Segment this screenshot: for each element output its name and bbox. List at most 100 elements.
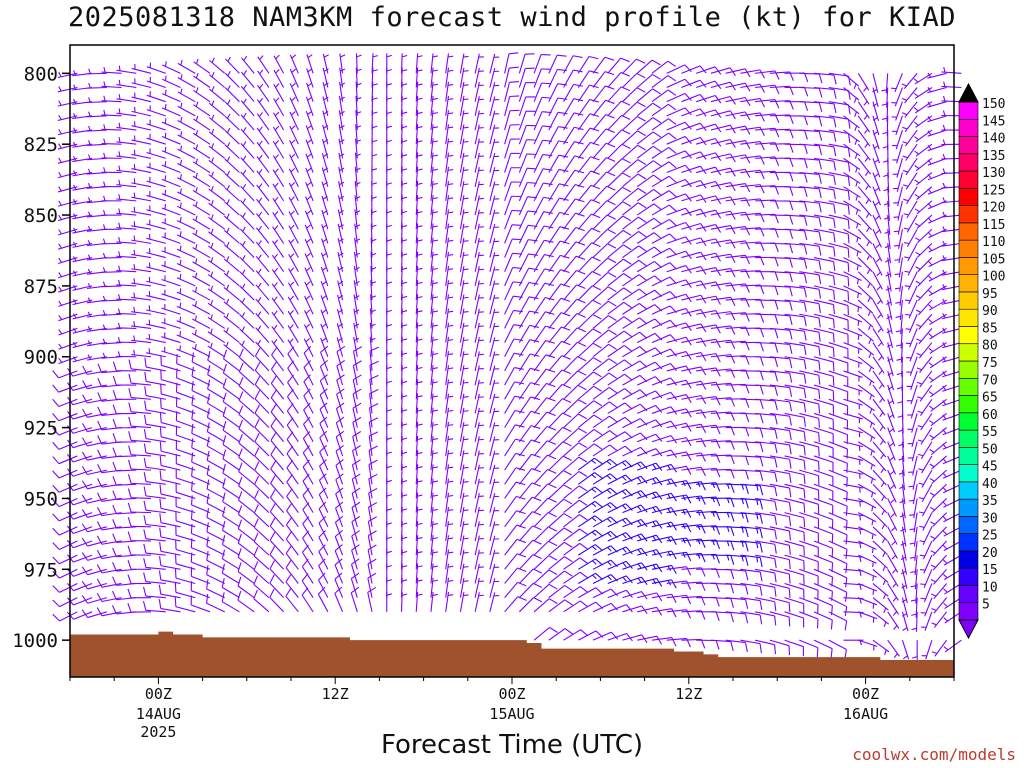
barb-half-flag	[401, 310, 408, 313]
barb-half-flag	[274, 111, 280, 117]
barb-half-flag	[386, 423, 392, 426]
wind-barb	[504, 538, 527, 556]
wind-barb	[72, 213, 93, 220]
barb-staff	[145, 566, 166, 570]
barb-half-flag	[226, 298, 230, 305]
barb-staff	[301, 552, 314, 570]
wind-barb	[337, 266, 344, 287]
barb-flag	[607, 228, 616, 235]
barb-staff	[87, 582, 107, 590]
barb-flag	[237, 548, 242, 558]
wind-barb	[474, 407, 484, 428]
wind-barb	[622, 130, 646, 145]
barb-staff	[176, 405, 196, 414]
wind-barb	[445, 209, 454, 230]
barb-flag	[580, 629, 589, 637]
barb-staff	[651, 103, 669, 117]
barb-half-flag	[591, 474, 597, 479]
wind-barb	[192, 215, 211, 230]
wind-barb	[415, 124, 423, 145]
wind-barb	[636, 59, 661, 74]
barb-half-flag	[133, 178, 136, 184]
wind-barb	[637, 433, 663, 443]
wind-barb	[161, 232, 181, 244]
barb-staff	[286, 496, 299, 513]
barb-staff	[319, 451, 329, 471]
barb-flag	[352, 431, 362, 437]
barb-half-flag	[463, 353, 469, 356]
barb-half-flag	[463, 268, 469, 271]
barb-staff	[207, 388, 225, 400]
barb-flag	[609, 487, 618, 495]
barb-half-flag	[274, 168, 279, 174]
wind-barb	[489, 464, 500, 485]
wind-barb	[592, 358, 618, 372]
wind-barb	[518, 511, 542, 528]
chart-title: 2025081318 NAM3KM forecast wind profile …	[67, 2, 957, 33]
wind-barb	[367, 572, 377, 598]
barb-staff	[302, 438, 314, 457]
barb-staff	[270, 468, 285, 485]
wind-barb	[239, 297, 255, 315]
barb-half-flag	[447, 183, 454, 186]
wind-barb	[607, 115, 631, 131]
barb-staff	[116, 483, 137, 486]
barb-half-flag	[637, 549, 642, 555]
wind-barb	[127, 502, 152, 514]
wind-barb	[504, 510, 526, 528]
barb-staff	[72, 384, 93, 391]
wind-barb	[622, 302, 648, 315]
barb-flag	[112, 433, 117, 443]
barb-flag	[667, 89, 677, 96]
barb-staff	[636, 203, 655, 216]
barb-flag	[238, 476, 243, 487]
barb-flag	[317, 586, 326, 595]
wind-barb	[518, 496, 542, 513]
barb-flag	[573, 98, 584, 102]
barb-staff	[548, 527, 565, 542]
wind-barb	[666, 551, 692, 562]
barb-half-flag	[463, 495, 469, 497]
wind-barb	[305, 181, 314, 202]
barb-half-flag	[118, 136, 121, 143]
wind-barb	[57, 129, 78, 136]
barb-half-flag	[652, 492, 657, 498]
barb-half-flag	[417, 395, 423, 398]
barb-flag	[577, 356, 587, 362]
wind-barb	[430, 435, 438, 456]
barb-flag	[112, 504, 117, 515]
barb-staff	[191, 390, 211, 400]
barb-half-flag	[73, 127, 77, 133]
wind-barb	[386, 591, 392, 612]
wind-barb	[533, 96, 552, 117]
barb-staff	[302, 509, 314, 528]
wind-barb	[86, 154, 107, 161]
barb-flag	[303, 431, 311, 439]
wind-barb	[430, 209, 438, 230]
barb-half-flag	[417, 97, 423, 100]
barb-half-flag	[179, 288, 182, 294]
barb-staff	[58, 526, 78, 536]
barb-staff	[191, 361, 211, 372]
barb-flag	[334, 586, 343, 594]
barb-staff	[533, 540, 549, 556]
barb-staff	[116, 469, 137, 472]
barb-half-flag	[463, 509, 469, 512]
barb-flag	[368, 487, 378, 494]
wind-barb	[459, 351, 469, 372]
wind-barb	[225, 56, 240, 74]
barb-half-flag	[274, 182, 279, 188]
barb-flag	[667, 75, 677, 82]
wind-barb	[518, 525, 542, 542]
barb-staff	[285, 581, 299, 598]
barb-half-flag	[386, 182, 392, 185]
barb-flag	[607, 243, 617, 249]
barb-flag	[653, 174, 662, 182]
barb-staff	[592, 56, 606, 74]
barb-flag	[206, 450, 210, 461]
wind-barb	[241, 70, 255, 88]
wind-barb	[489, 450, 500, 471]
wind-barb	[318, 473, 329, 499]
barb-flag	[636, 101, 646, 108]
barb-staff	[577, 242, 593, 258]
